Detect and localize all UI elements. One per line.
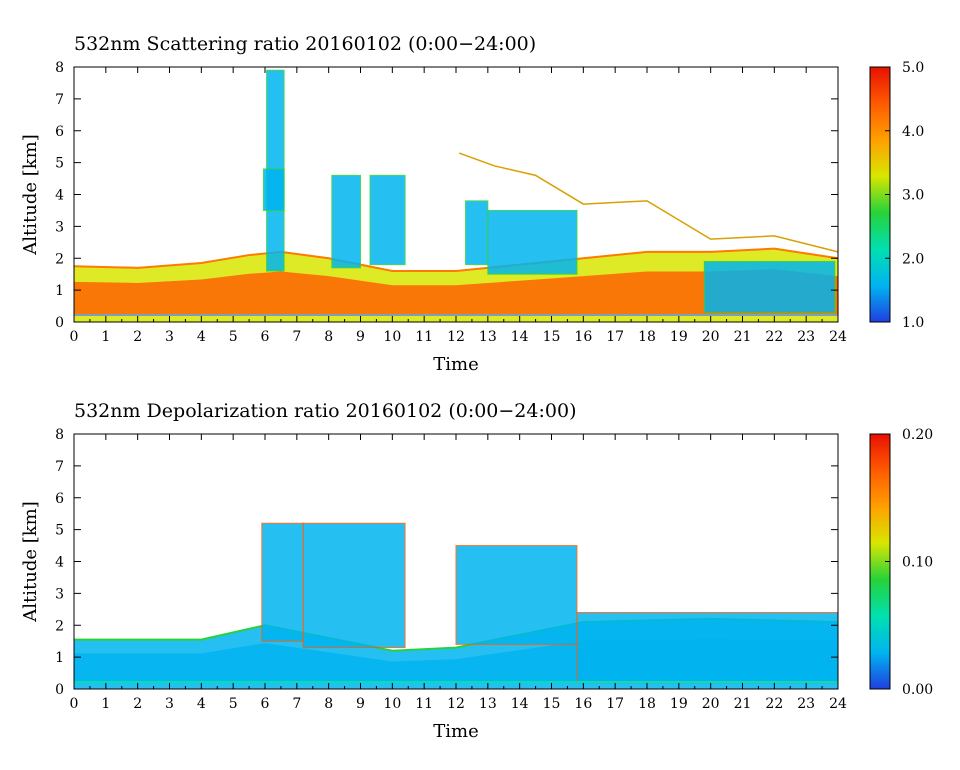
cloud-region xyxy=(262,168,285,211)
y-tick-label: 1 xyxy=(55,283,64,299)
x-tick-label: 0 xyxy=(70,329,79,345)
y-tick-label: 6 xyxy=(55,491,64,507)
cloud-region xyxy=(369,174,406,266)
y-tick-label: 3 xyxy=(55,219,64,235)
cloud-region xyxy=(487,209,578,275)
y-tick-label: 2 xyxy=(55,618,64,634)
x-tick-label: 11 xyxy=(415,696,433,712)
y-tick-label: 2 xyxy=(55,251,64,267)
x-tick-label: 3 xyxy=(165,329,174,345)
colorbar-tick-label: 0.10 xyxy=(902,555,933,571)
x-tick-label: 18 xyxy=(638,329,656,345)
x-axis-label: Time xyxy=(433,354,478,375)
x-tick-label: 7 xyxy=(292,696,301,712)
x-tick-label: 10 xyxy=(383,696,401,712)
y-tick-label: 1 xyxy=(55,650,64,666)
x-tick-label: 12 xyxy=(447,696,465,712)
x-tick-label: 9 xyxy=(356,329,365,345)
x-tick-label: 9 xyxy=(356,696,365,712)
x-tick-label: 22 xyxy=(765,329,783,345)
x-tick-label: 22 xyxy=(765,696,783,712)
x-tick-label: 18 xyxy=(638,696,656,712)
cloud-region xyxy=(703,260,836,313)
x-tick-label: 13 xyxy=(479,696,497,712)
y-axis-label: Altitude [km] xyxy=(20,134,41,256)
y-tick-label: 3 xyxy=(55,586,64,602)
x-tick-label: 11 xyxy=(415,329,433,345)
x-tick-label: 20 xyxy=(702,329,720,345)
x-tick-label: 15 xyxy=(543,696,561,712)
cloud-top-line xyxy=(458,152,839,253)
colorbar-tick-label: 2.0 xyxy=(902,251,924,267)
x-tick-label: 24 xyxy=(829,696,847,712)
cloud-region xyxy=(465,200,489,266)
x-tick-label: 6 xyxy=(261,696,270,712)
x-tick-label: 23 xyxy=(797,329,815,345)
x-axis-label: Time xyxy=(433,721,478,742)
x-tick-label: 12 xyxy=(447,329,465,345)
x-tick-label: 4 xyxy=(197,329,206,345)
x-tick-label: 4 xyxy=(197,696,206,712)
aerosol-layer-band xyxy=(74,269,838,315)
cloud-region xyxy=(455,545,578,645)
x-tick-label: 5 xyxy=(229,329,238,345)
x-tick-label: 3 xyxy=(165,696,174,712)
x-tick-label: 7 xyxy=(292,329,301,345)
colorbar-tick-label: 0.00 xyxy=(902,682,933,698)
y-tick-label: 7 xyxy=(55,92,64,108)
x-tick-label: 6 xyxy=(261,329,270,345)
x-tick-label: 14 xyxy=(511,696,529,712)
chart-title: 532nm Scattering ratio 20160102 (0:00−24… xyxy=(74,33,536,55)
y-tick-label: 5 xyxy=(55,156,64,172)
y-tick-label: 8 xyxy=(55,60,64,76)
x-tick-label: 19 xyxy=(670,696,688,712)
x-tick-label: 16 xyxy=(574,329,592,345)
cloud-region xyxy=(331,174,362,269)
y-tick-label: 0 xyxy=(55,682,64,698)
x-tick-label: 13 xyxy=(479,329,497,345)
x-tick-label: 8 xyxy=(324,696,333,712)
x-tick-label: 1 xyxy=(101,329,110,345)
x-tick-label: 21 xyxy=(734,329,752,345)
x-tick-label: 24 xyxy=(829,329,847,345)
y-tick-label: 4 xyxy=(55,188,64,204)
y-tick-label: 4 xyxy=(55,555,64,571)
x-tick-label: 2 xyxy=(133,329,142,345)
colorbar-tick-label: 1.0 xyxy=(902,315,924,331)
y-tick-label: 5 xyxy=(55,523,64,539)
x-tick-label: 5 xyxy=(229,696,238,712)
x-tick-label: 2 xyxy=(133,696,142,712)
y-tick-label: 7 xyxy=(55,459,64,475)
cloud-region xyxy=(302,522,406,649)
colorbar-tick-label: 4.0 xyxy=(902,124,924,140)
x-tick-label: 0 xyxy=(70,696,79,712)
x-tick-label: 21 xyxy=(734,696,752,712)
cloud-region xyxy=(576,612,839,684)
colorbar-tick-label: 0.20 xyxy=(902,427,933,443)
colorbar-tick-label: 3.0 xyxy=(902,188,924,204)
panel-scattering-ratio: 532nm Scattering ratio 20160102 (0:00−24… xyxy=(20,33,924,375)
y-tick-label: 0 xyxy=(55,315,64,331)
colorbar-tick-label: 5.0 xyxy=(902,60,924,76)
y-axis-label: Altitude [km] xyxy=(20,501,41,623)
x-tick-label: 19 xyxy=(670,329,688,345)
boundary-layer-top-line xyxy=(73,247,839,272)
y-tick-label: 8 xyxy=(55,427,64,443)
x-tick-label: 23 xyxy=(797,696,815,712)
cloud-region xyxy=(261,522,304,642)
y-tick-label: 6 xyxy=(55,124,64,140)
x-tick-label: 14 xyxy=(511,329,529,345)
x-tick-label: 17 xyxy=(606,696,624,712)
chart-title: 532nm Depolarization ratio 20160102 (0:0… xyxy=(74,400,576,422)
x-tick-label: 17 xyxy=(606,329,624,345)
x-tick-label: 8 xyxy=(324,329,333,345)
panel-depolarization-ratio: 532nm Depolarization ratio 20160102 (0:0… xyxy=(20,400,933,742)
x-tick-label: 20 xyxy=(702,696,720,712)
x-tick-label: 1 xyxy=(101,696,110,712)
x-tick-label: 10 xyxy=(383,329,401,345)
x-tick-label: 15 xyxy=(543,329,561,345)
x-tick-label: 16 xyxy=(574,696,592,712)
